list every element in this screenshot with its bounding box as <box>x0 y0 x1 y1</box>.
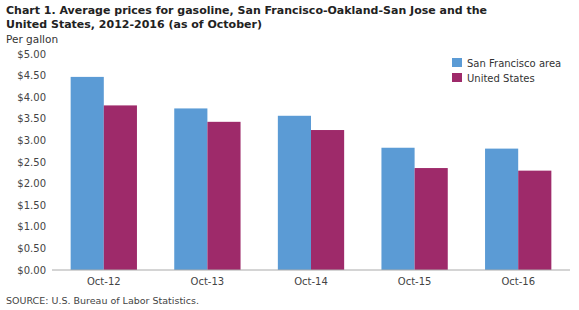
y-tick-label: $5.00 <box>17 49 46 60</box>
legend-swatch <box>452 58 462 67</box>
y-tick-label: $3.00 <box>17 135 46 146</box>
source-note: SOURCE: U.S. Bureau of Labor Statistics. <box>6 295 199 306</box>
y-tick-label: $1.50 <box>17 200 46 211</box>
y-tick-label: $4.00 <box>17 92 46 103</box>
bar <box>278 116 311 270</box>
y-tick-label: $2.50 <box>17 157 46 168</box>
y-tick-label: $2.00 <box>17 178 46 189</box>
y-tick-label: $4.50 <box>17 70 46 81</box>
y-tick-label: $0.50 <box>17 243 46 254</box>
y-axis-label: Per gallon <box>6 33 58 45</box>
title-line: United States, 2012-2016 (as of October) <box>6 18 262 31</box>
x-axis: Oct-12 Oct-13 Oct-14 Oct-15 Oct-16 <box>87 276 535 287</box>
bar <box>207 122 240 270</box>
bar <box>311 130 344 270</box>
legend-label: United States <box>467 73 535 84</box>
y-tick-label: $0.00 <box>17 265 46 276</box>
x-tick-label: Oct-13 <box>191 276 225 287</box>
bar <box>485 149 518 270</box>
legend: San Francisco area United States <box>452 58 561 84</box>
legend-swatch <box>452 73 462 82</box>
bars <box>71 77 552 270</box>
title: Chart 1. Average prices for gasoline, Sa… <box>6 4 487 31</box>
chart: Chart 1. Average prices for gasoline, Sa… <box>0 0 579 310</box>
x-tick-label: Oct-12 <box>87 276 121 287</box>
x-axis-line <box>52 270 570 271</box>
bar <box>174 108 207 270</box>
bar <box>71 77 104 270</box>
y-axis: $0.00 $0.50 $1.00 $1.50 $2.00 $2.50 $3.00 $3.50… <box>17 49 46 276</box>
y-tick-label: $3.50 <box>17 113 46 124</box>
x-tick-label: Oct-16 <box>501 276 535 287</box>
x-tick-label: Oct-14 <box>294 276 328 287</box>
title-line: Chart 1. Average prices for gasoline, Sa… <box>6 4 487 17</box>
x-tick-label: Oct-15 <box>398 276 432 287</box>
bar <box>518 171 551 270</box>
y-tick-label: $1.00 <box>17 221 46 232</box>
bar <box>104 105 137 270</box>
legend-label: San Francisco area <box>467 58 561 69</box>
background <box>0 0 579 310</box>
bar <box>381 148 414 270</box>
bar <box>415 168 448 270</box>
